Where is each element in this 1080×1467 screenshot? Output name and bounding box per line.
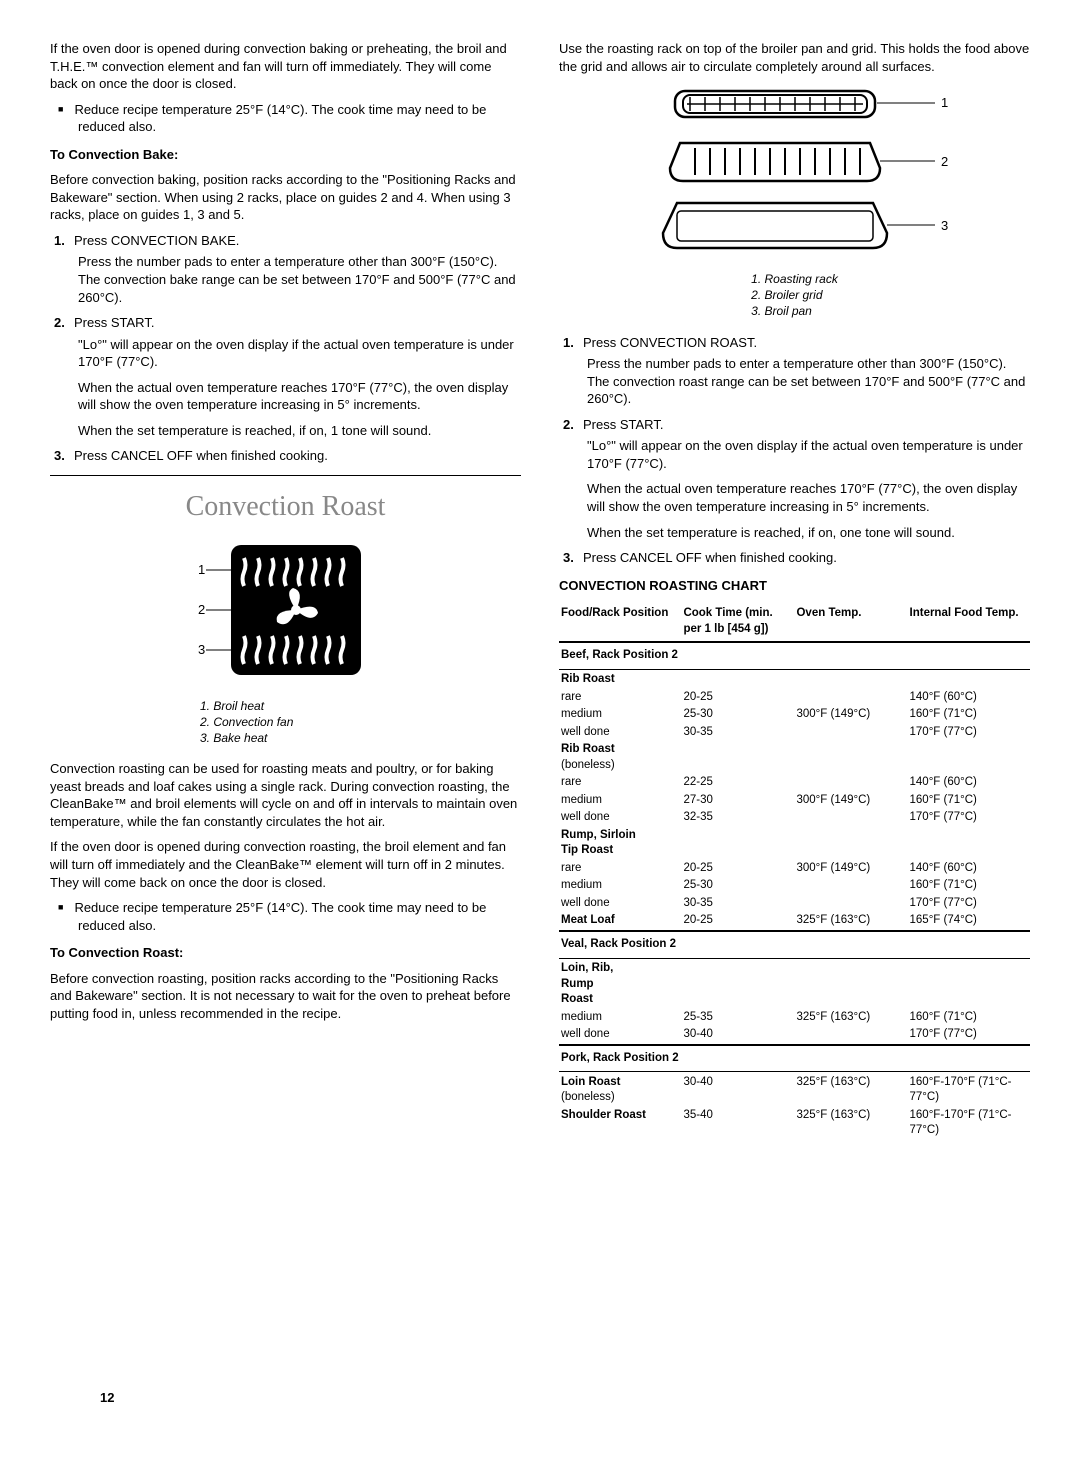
- roast-p2: If the oven door is opened during convec…: [50, 838, 521, 891]
- page-number: 12: [100, 1389, 114, 1407]
- step-item: 3.Press CANCEL OFF when finished cooking…: [587, 549, 1030, 567]
- roasting-chart: Food/Rack Position Cook Time (min. per 1…: [559, 602, 1030, 1139]
- bullet-list: Reduce recipe temperature 25°F (14°C). T…: [50, 101, 521, 136]
- svg-text:1: 1: [198, 562, 205, 577]
- intro-text: If the oven door is opened during convec…: [50, 40, 521, 93]
- heading-bake: To Convection Bake:: [50, 146, 521, 164]
- svg-text:2: 2: [941, 154, 948, 169]
- bake-steps: 1.Press CONVECTION BAKE.Press the number…: [50, 232, 521, 465]
- rack-diagram: 1 2 3: [559, 83, 1030, 263]
- rack-caption: 1. Roasting rack 2. Broiler grid 3. Broi…: [559, 271, 1030, 320]
- step-item: 1.Press CONVECTION BAKE.Press the number…: [78, 232, 521, 306]
- svg-text:3: 3: [198, 642, 205, 657]
- bullet-item: Reduce recipe temperature 25°F (14°C). T…: [78, 101, 521, 136]
- chart-title: CONVECTION ROASTING CHART: [559, 577, 1030, 595]
- heading-roast2: To Convection Roast:: [50, 944, 521, 962]
- roast-intro: Before convection roasting, position rac…: [50, 970, 521, 1023]
- convection-diagram: 1 2 3: [50, 540, 521, 690]
- diagram-caption: 1. Broil heat 2. Convection fan 3. Bake …: [50, 698, 521, 747]
- left-column: If the oven door is opened during convec…: [50, 40, 521, 1140]
- roast-p1: Convection roasting can be used for roas…: [50, 760, 521, 830]
- roast-heading: Convection Roast: [50, 488, 521, 526]
- svg-text:2: 2: [198, 602, 205, 617]
- roast-bullets: Reduce recipe temperature 25°F (14°C). T…: [50, 899, 521, 934]
- step-item: 3.Press CANCEL OFF when finished cooking…: [78, 447, 521, 465]
- right-top: Use the roasting rack on top of the broi…: [559, 40, 1030, 75]
- right-column: Use the roasting rack on top of the broi…: [559, 40, 1030, 1140]
- roast-steps: 1.Press CONVECTION ROAST.Press the numbe…: [559, 334, 1030, 567]
- divider: [50, 475, 521, 476]
- step-item: 1.Press CONVECTION ROAST.Press the numbe…: [587, 334, 1030, 408]
- svg-text:3: 3: [941, 218, 948, 233]
- bake-intro: Before convection baking, position racks…: [50, 171, 521, 224]
- step-item: 2.Press START."Lo°" will appear on the o…: [587, 416, 1030, 541]
- svg-text:1: 1: [941, 95, 948, 110]
- step-item: 2.Press START."Lo°" will appear on the o…: [78, 314, 521, 439]
